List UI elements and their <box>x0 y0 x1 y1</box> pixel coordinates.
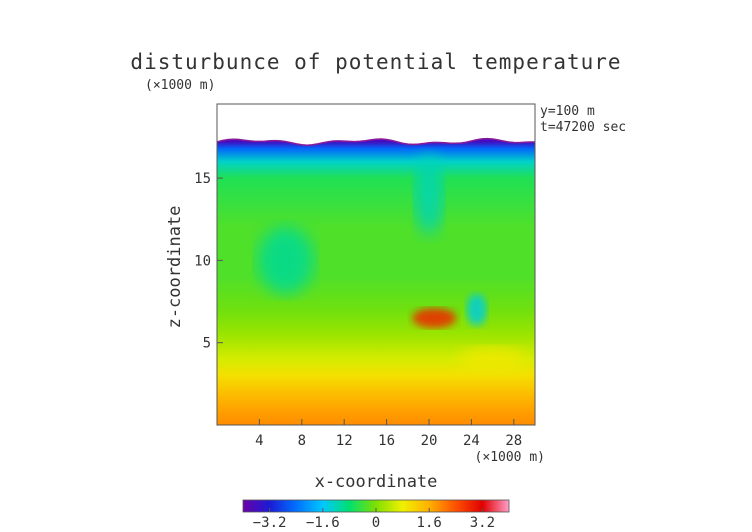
cool-anomaly-2 <box>415 154 443 235</box>
x-tick-label: 20 <box>421 433 438 449</box>
warm-anomaly <box>412 308 457 328</box>
cool-anomaly-1 <box>466 293 487 326</box>
plot-frame <box>216 103 536 426</box>
heatmap-features <box>257 154 527 372</box>
warm-plume <box>458 347 527 372</box>
colorbar-tick-label: 1.6 <box>417 515 442 531</box>
cool-eddy <box>257 226 314 295</box>
y-tick-label: 15 <box>194 171 211 187</box>
x-tick-label: 28 <box>505 433 522 449</box>
x-tick-label: 8 <box>298 433 306 449</box>
heatmap-base <box>217 138 535 425</box>
x-tick-label: 16 <box>378 433 395 449</box>
x-unit-label: (×1000 m) <box>475 450 545 465</box>
annotation-y: y=100 m <box>540 104 595 119</box>
x-ticks: 4 8 12 16 20 24 28 <box>255 419 522 449</box>
top-boundary <box>217 137 535 146</box>
x-axis-label: x-coordinate <box>315 472 438 492</box>
x-tick-label: 12 <box>336 433 353 449</box>
colorbar-tick-label: 3.2 <box>470 515 495 531</box>
y-axis-label: z-coordinate <box>165 206 185 329</box>
colorbar-tick-label: −1.6 <box>306 515 340 531</box>
chart-title: disturbunce of potential temperature <box>130 50 621 74</box>
colorbar-ticks: −3.2 −1.6 0 1.6 3.2 <box>253 508 495 531</box>
x-tick-label: 24 <box>463 433 480 449</box>
colorbar-tick-label: 0 <box>372 515 380 531</box>
x-tick-label: 4 <box>255 433 263 449</box>
annotation-t: t=47200 sec <box>540 120 626 135</box>
y-tick-label: 10 <box>194 253 211 269</box>
y-ticks: 5 10 15 <box>194 171 223 352</box>
y-tick-label: 5 <box>203 336 211 352</box>
unit-label: (×1000 m) <box>145 78 215 93</box>
heatmap-field <box>217 104 535 425</box>
colorbar-tick-label: −3.2 <box>253 515 287 531</box>
